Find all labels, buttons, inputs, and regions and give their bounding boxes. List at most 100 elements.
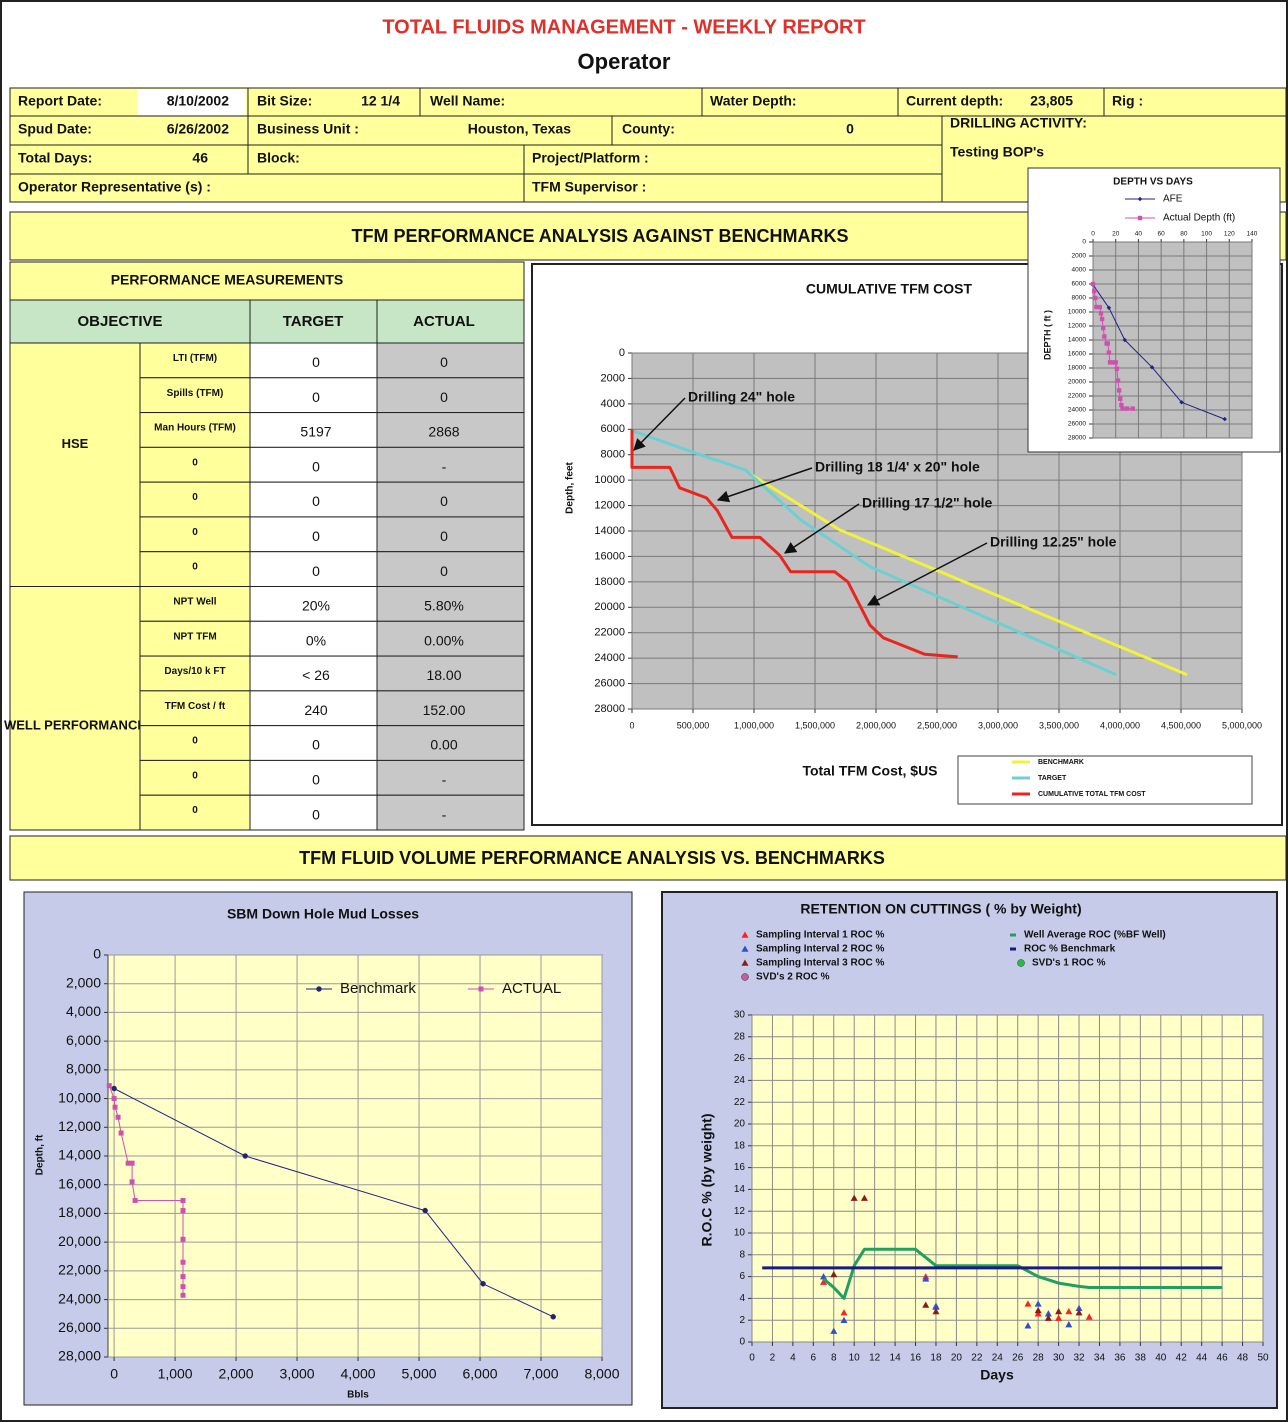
actual-value: - — [442, 806, 447, 822]
actual-cell — [376, 551, 525, 588]
x-tick-label: 32 — [1073, 1353, 1085, 1364]
x-tick-label: 1,000,000 — [734, 720, 774, 730]
x-tick-label: 6 — [811, 1353, 817, 1364]
marker — [1097, 304, 1103, 310]
target-cell — [249, 690, 378, 727]
x-tick-label: 30 — [1053, 1353, 1065, 1364]
column-header: ACTUAL — [413, 313, 475, 330]
marker — [1085, 1313, 1093, 1320]
marker — [1124, 406, 1130, 411]
field-value: Testing BOP's — [950, 144, 1044, 160]
y-tick-label: 12,000 — [58, 1118, 101, 1134]
x-tick-label: 10 — [849, 1353, 861, 1364]
actual-value: 0 — [440, 563, 448, 579]
y-tick-label: 24 — [734, 1075, 746, 1086]
marker — [1130, 406, 1135, 411]
field-label: Report Date: — [18, 93, 102, 109]
measure-label: 0 — [192, 492, 198, 503]
y-tick-label: 6 — [739, 1271, 745, 1282]
marker — [1099, 316, 1105, 322]
y-tick-label: 8000 — [1072, 295, 1087, 302]
field-label: Business Unit : — [257, 121, 359, 137]
x-tick-label: 0 — [629, 720, 634, 730]
measure-cell — [139, 620, 251, 657]
x-tick-label: 2,000 — [219, 1366, 254, 1382]
series-line — [108, 1085, 184, 1296]
x-tick-label: 22 — [971, 1353, 983, 1364]
y-axis-label: DEPTH ( ft ) — [1042, 310, 1052, 360]
actual-cell — [376, 620, 525, 657]
actual-cell — [376, 725, 525, 761]
group-cell — [9, 342, 141, 587]
y-tick-label: 6000 — [601, 423, 625, 435]
group-cell — [9, 586, 141, 831]
x-tick-label: 28 — [1033, 1353, 1045, 1364]
legend-label: Sampling Interval 1 ROC % — [756, 930, 884, 941]
x-tick-label: 100 — [1201, 231, 1212, 238]
target-cell — [249, 377, 378, 414]
x-tick-label: 8 — [831, 1353, 837, 1364]
series-line — [630, 429, 958, 659]
field-value: 46 — [192, 150, 208, 166]
y-tick-label: 12000 — [1068, 323, 1086, 330]
marker — [1091, 288, 1097, 294]
y-tick-label: 12 — [734, 1206, 746, 1217]
target-value: 0 — [312, 354, 320, 370]
marker — [1101, 325, 1106, 331]
marker — [316, 986, 322, 992]
target-value: 0 — [312, 772, 320, 788]
y-tick-label: 16000 — [594, 550, 625, 562]
field-label: Rig : — [1112, 93, 1143, 109]
marker — [1024, 1322, 1032, 1329]
marker — [1055, 1314, 1063, 1321]
x-tick-label: 1,000 — [158, 1366, 193, 1382]
target-cell — [249, 586, 378, 622]
marker — [741, 959, 749, 966]
target-cell — [249, 516, 378, 553]
measure-label: 0 — [192, 736, 198, 747]
target-value: 0 — [312, 389, 320, 405]
measure-cell — [139, 655, 251, 692]
marker — [840, 1309, 848, 1316]
measure-label: Days/10 k FT — [164, 666, 225, 677]
y-tick-label: 20 — [734, 1119, 746, 1130]
legend-label: BENCHMARK — [1038, 759, 1084, 766]
marker — [1044, 1310, 1052, 1317]
y-tick-label: 18000 — [1068, 365, 1086, 372]
marker — [1017, 959, 1025, 967]
x-tick-label: 14 — [890, 1353, 902, 1364]
x-tick-label: 34 — [1094, 1353, 1106, 1364]
marker — [106, 1083, 112, 1089]
y-tick-label: 12000 — [594, 499, 625, 511]
plot-area — [751, 1014, 1264, 1343]
x-tick-label: 18 — [930, 1353, 942, 1364]
x-tick-label: 42 — [1176, 1353, 1188, 1364]
marker — [741, 931, 749, 938]
y-tick-label: 18000 — [594, 576, 625, 588]
legend-label: ROC % Benchmark — [1024, 944, 1116, 955]
marker — [111, 1085, 117, 1092]
marker — [1120, 406, 1125, 411]
y-tick-label: 6,000 — [66, 1032, 101, 1048]
measure-label: 0 — [192, 770, 198, 781]
measure-cell — [139, 725, 251, 761]
measure-label: NPT Well — [173, 597, 216, 608]
measure-label: 0 — [192, 562, 198, 573]
marker — [1122, 337, 1127, 343]
marker — [118, 1130, 124, 1136]
y-tick-label: 2000 — [601, 372, 625, 384]
marker — [1044, 1314, 1052, 1321]
report-subtitle: Operator — [578, 49, 671, 74]
marker — [850, 1194, 858, 1201]
marker — [180, 1284, 186, 1290]
y-tick-label: 4000 — [601, 398, 625, 410]
marker — [112, 1104, 118, 1110]
y-tick-label: 16,000 — [58, 1175, 101, 1191]
y-tick-label: 2,000 — [66, 974, 101, 990]
marker — [1179, 400, 1184, 405]
x-tick-label: 5,000,000 — [1222, 720, 1262, 730]
actual-value: 152.00 — [423, 702, 466, 718]
actual-value: 0 — [440, 354, 448, 370]
y-tick-label: 30 — [734, 1010, 746, 1021]
